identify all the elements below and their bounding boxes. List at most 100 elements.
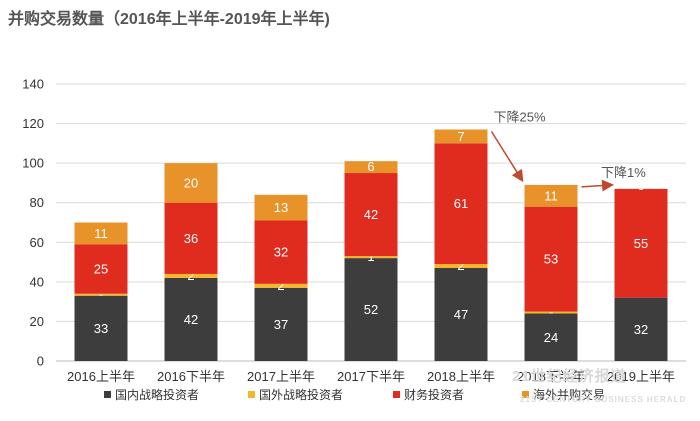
data-label: 33 [94, 321, 108, 336]
annotation-arrow [490, 131, 524, 183]
bar-segment [614, 297, 668, 361]
y-tick-label: 0 [37, 354, 44, 369]
data-label: 42 [364, 207, 378, 222]
legend-label: 国外战略投资者 [259, 387, 343, 402]
data-label: 37 [274, 317, 288, 332]
x-tick-label: 2016下半年 [157, 369, 225, 384]
bar-segment [344, 256, 398, 259]
annotation-text: 下降25% [494, 110, 546, 125]
x-axis-ticks: 2016上半年 2016下半年 2017上半年 2017下半年 2018上半年 2018下… [67, 369, 675, 384]
bar-segment [74, 244, 128, 294]
legend: 国内战略投资者 国外战略投资者 财务投资者 海外并购交易 [104, 387, 605, 402]
y-tick-label: 60 [30, 235, 44, 250]
legend-item: 国内战略投资者 [104, 387, 199, 402]
data-label: 24 [544, 330, 558, 345]
legend-item: 国外战略投资者 [248, 387, 343, 402]
bar-stack: 24 - 53 11 [524, 184, 578, 361]
legend-item: 财务投资者 [393, 387, 464, 402]
data-label: 32 [274, 245, 288, 260]
bar-segment [164, 202, 218, 274]
y-axis-ticks: 0 20 40 60 80 100 120 140 [22, 77, 44, 369]
data-label: 25 [94, 261, 108, 276]
bar-segment [434, 264, 488, 269]
y-tick-label: 40 [30, 274, 44, 289]
y-tick-label: 140 [22, 77, 44, 92]
bar-segment [434, 143, 488, 265]
data-label: 7 [457, 129, 464, 144]
data-label: 11 [544, 188, 558, 203]
bar-segment [524, 206, 578, 312]
legend-label: 海外并购交易 [533, 387, 605, 402]
bar-segment [524, 184, 578, 207]
bar-segment [74, 295, 128, 361]
bar-segment [164, 273, 218, 278]
legend-swatch [104, 391, 111, 398]
y-tick-label: 80 [30, 195, 44, 210]
watermark-logo: 21世纪经济报道 21ST CENTURY BUSINESS HERALD [512, 367, 686, 404]
legend-swatch [248, 391, 255, 398]
x-tick-label: 2017下半年 [337, 369, 405, 384]
data-label: - [99, 287, 103, 302]
data-label: - [639, 181, 643, 196]
bar-stack: 33 - 25 11 [74, 222, 128, 361]
bar-stack: 32 55 - [614, 181, 668, 361]
data-label: - [549, 305, 553, 320]
bar-segment [344, 258, 398, 361]
annotations: 下降25% 下降1% [490, 110, 646, 192]
data-label: 36 [184, 231, 198, 246]
x-tick-label: 2019上半年 [607, 369, 675, 384]
bar-segment [164, 163, 218, 203]
data-label: 20 [184, 175, 198, 190]
data-label: 11 [94, 226, 108, 241]
data-label: 52 [364, 302, 378, 317]
x-tick-label: 2018上半年 [427, 369, 495, 384]
bar-segment [434, 129, 488, 144]
bar-segment [434, 268, 488, 361]
x-tick-label: 2018下半年 [517, 369, 585, 384]
data-label: 13 [274, 200, 288, 215]
data-label: 2 [187, 268, 194, 283]
y-tick-label: 20 [30, 314, 44, 329]
x-tick-label: 2016上半年 [67, 369, 135, 384]
legend-swatch [393, 391, 400, 398]
data-label: 1 [367, 249, 374, 264]
bar-segment [254, 287, 308, 361]
legend-label: 国内战略投资者 [115, 387, 199, 402]
bar-stack: 47 2 61 7 [434, 129, 488, 361]
bar-segment [254, 283, 308, 288]
bar-segment [614, 188, 668, 298]
data-label: 6 [367, 159, 374, 174]
annotation-arrow [581, 179, 614, 192]
bar-segment [524, 311, 578, 314]
bar-segment [524, 313, 578, 361]
chart-title: 并购交易数量（2016年上半年-2019年上半年) [8, 11, 330, 28]
watermark-subtext: 21ST CENTURY BUSINESS HERALD [520, 395, 686, 404]
data-label: 2 [277, 278, 284, 293]
legend-swatch [522, 391, 529, 398]
data-label: 61 [454, 196, 468, 211]
x-tick-label: 2017上半年 [247, 369, 315, 384]
data-label: 53 [544, 252, 558, 267]
bar-stack: 52 1 42 6 [344, 159, 398, 361]
bar-segment [344, 161, 398, 174]
y-tick-label: 100 [22, 156, 44, 171]
bar-segment [254, 194, 308, 221]
bar-stack: 42 2 36 20 [164, 163, 218, 361]
bar-stack: 37 2 32 13 [254, 194, 308, 361]
bar-segment [164, 277, 218, 361]
legend-item: 海外并购交易 [522, 387, 605, 402]
bars: 33 - 25 11 42 2 36 20 37 2 32 13 52 1 42 6 47 2 61 7 24 - 53 11… [74, 129, 668, 361]
data-label: 32 [634, 322, 648, 337]
data-label: 55 [634, 236, 648, 251]
data-label: 42 [184, 312, 198, 327]
bar-segment [254, 220, 308, 284]
annotation-text: 下降1% [601, 165, 646, 180]
bar-segment [74, 222, 128, 245]
bar-segment [344, 173, 398, 257]
data-label: 47 [454, 307, 468, 322]
data-label: 2 [457, 258, 464, 273]
bar-segment [74, 293, 128, 296]
legend-label: 财务投资者 [404, 387, 464, 402]
